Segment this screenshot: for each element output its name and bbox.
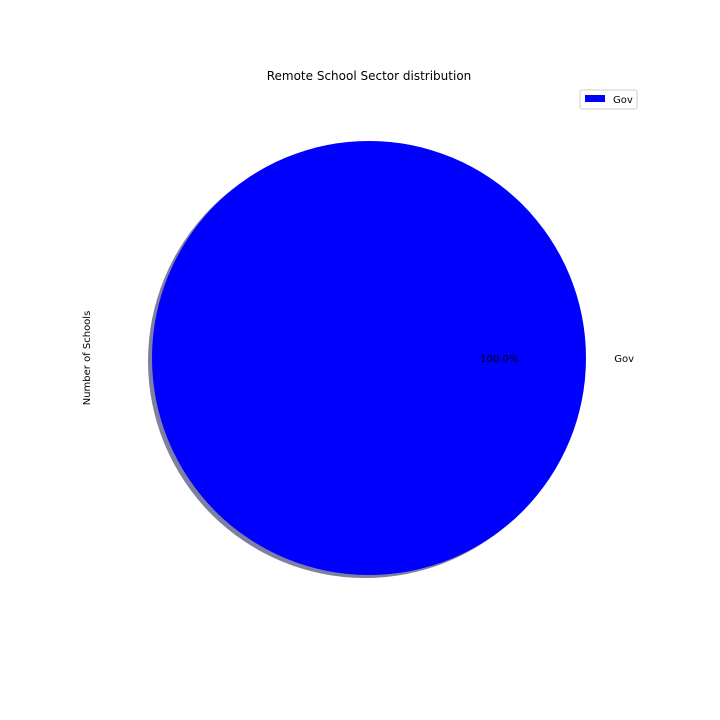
legend-frame <box>579 89 638 110</box>
pie-group: 100.0% Gov <box>148 141 634 578</box>
legend: Gov <box>579 89 638 110</box>
slice-category-label: Gov <box>614 354 634 365</box>
chart-title: Remote School Sector distribution <box>267 69 472 83</box>
legend-entries: Gov <box>585 95 633 106</box>
y-axis-label: Number of Schools <box>82 311 93 406</box>
legend-swatch <box>585 95 605 102</box>
legend-label: Gov <box>613 95 633 106</box>
slice-percent-label: 100.0% <box>480 354 518 365</box>
pie-slice-gov <box>152 141 586 575</box>
